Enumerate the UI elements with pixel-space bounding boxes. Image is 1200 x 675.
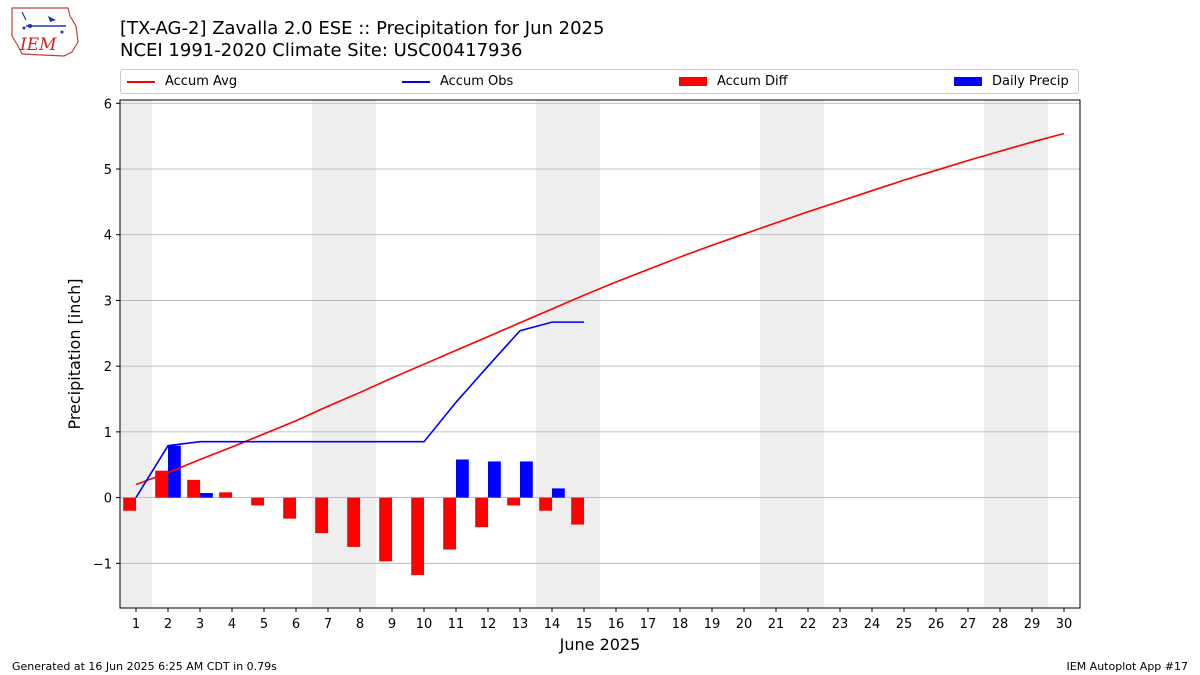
y-tick-label: −1 <box>93 557 112 572</box>
y-tick-label: 4 <box>104 229 112 244</box>
accum-diff-bar <box>219 492 232 498</box>
x-tick-label: 2 <box>164 617 172 632</box>
x-tick-label: 15 <box>576 617 593 632</box>
y-tick-label: 6 <box>104 97 112 112</box>
daily-precip-bar <box>488 461 501 498</box>
x-tick-label: 12 <box>480 617 497 632</box>
weekend-shade <box>568 100 600 608</box>
y-tick-label: 5 <box>104 163 112 178</box>
title-line-2: NCEI 1991-2020 Climate Site: USC00417936 <box>120 40 523 61</box>
x-tick-label: 22 <box>800 617 817 632</box>
accum-avg-line <box>135 132 1065 486</box>
legend-item-daily-precip: Daily Precip <box>954 70 1069 93</box>
accum-diff-bar <box>283 497 296 519</box>
x-tick-label: 26 <box>928 617 945 632</box>
weekend-shade <box>1016 100 1048 608</box>
weekend-shade <box>984 100 1016 608</box>
accum-diff-bar <box>123 497 136 511</box>
x-tick-label: 7 <box>324 617 332 632</box>
accum-diff-bar <box>251 497 264 506</box>
daily-precip-bar <box>200 492 213 498</box>
accum-diff-bar <box>539 497 552 511</box>
x-tick-label: 8 <box>356 617 364 632</box>
footer-generated: Generated at 16 Jun 2025 6:25 AM CDT in … <box>12 660 277 673</box>
y-tick-label: 0 <box>104 492 112 507</box>
x-tick-label: 24 <box>864 617 881 632</box>
plot-frame <box>119 99 1081 609</box>
iem-logo: IEM <box>11 7 79 57</box>
x-tick-label: 14 <box>544 617 561 632</box>
x-tick-label: 5 <box>260 617 268 632</box>
x-tick-label: 10 <box>416 617 433 632</box>
legend-swatch-accum-avg <box>127 80 155 83</box>
x-tick-label: 11 <box>448 617 465 632</box>
accum-diff-bar <box>379 497 392 562</box>
x-tick-label: 3 <box>196 617 204 632</box>
x-tick-label: 20 <box>736 617 753 632</box>
title-line-1: [TX-AG-2] Zavalla 2.0 ESE :: Precipitati… <box>120 18 605 39</box>
daily-precip-bar <box>520 461 533 498</box>
accum-diff-bar <box>411 497 424 576</box>
x-tick-label: 18 <box>672 617 689 632</box>
legend-item-accum-avg: Accum Avg <box>127 70 237 93</box>
accum-diff-bar <box>507 497 520 506</box>
x-tick-label: 4 <box>228 617 236 632</box>
x-tick-label: 30 <box>1056 617 1073 632</box>
x-tick-label: 1 <box>132 617 140 632</box>
accum-diff-bar <box>571 497 584 525</box>
x-tick-label: 28 <box>992 617 1009 632</box>
x-tick-label: 19 <box>704 617 721 632</box>
legend-swatch-accum-obs <box>402 80 430 83</box>
accum-diff-bar <box>443 497 456 550</box>
legend-swatch-accum-diff <box>679 77 707 86</box>
y-tick-label: 2 <box>104 360 112 375</box>
logo-text: IEM <box>19 35 57 55</box>
footer-app: IEM Autoplot App #17 <box>1066 660 1189 673</box>
daily-precip-bar <box>168 445 181 498</box>
legend: Accum Avg Accum Obs Accum Diff Daily Pre… <box>120 69 1079 94</box>
accum-diff-bar <box>475 497 488 528</box>
chart-title: [TX-AG-2] Zavalla 2.0 ESE :: Precipitati… <box>120 18 604 62</box>
x-tick-label: 9 <box>388 617 396 632</box>
weekend-shade <box>760 100 792 608</box>
weekend-shade <box>120 100 152 608</box>
accum-diff-bar <box>347 497 360 547</box>
y-axis-label: Precipitation [inch] <box>65 278 84 429</box>
accum-diff-bar <box>155 470 168 498</box>
legend-swatch-daily-precip <box>954 77 982 86</box>
accum-diff-bar <box>315 497 328 534</box>
x-tick-label: 17 <box>640 617 657 632</box>
legend-label-accum-avg: Accum Avg <box>165 74 238 89</box>
weekend-shade <box>792 100 824 608</box>
x-axis-label: June 2025 <box>559 635 641 654</box>
legend-item-accum-obs: Accum Obs <box>402 70 513 93</box>
x-tick-label: 13 <box>512 617 529 632</box>
legend-item-accum-diff: Accum Diff <box>679 70 788 93</box>
x-tick-label: 23 <box>832 617 849 632</box>
daily-precip-bar <box>456 459 469 498</box>
x-tick-label: 27 <box>960 617 977 632</box>
y-tick-label: 3 <box>104 294 112 309</box>
weekend-shade <box>536 100 568 608</box>
daily-precip-bar <box>552 488 565 498</box>
accum-diff-bar <box>187 479 200 498</box>
y-tick-label: 1 <box>104 426 112 441</box>
accum-obs-line <box>135 321 584 499</box>
x-tick-label: 21 <box>768 617 785 632</box>
legend-label-accum-diff: Accum Diff <box>717 74 788 89</box>
legend-label-accum-obs: Accum Obs <box>440 74 514 89</box>
x-tick-label: 6 <box>292 617 300 632</box>
legend-label-daily-precip: Daily Precip <box>992 74 1069 89</box>
x-tick-label: 16 <box>608 617 625 632</box>
x-tick-label: 29 <box>1024 617 1041 632</box>
x-tick-label: 25 <box>896 617 913 632</box>
